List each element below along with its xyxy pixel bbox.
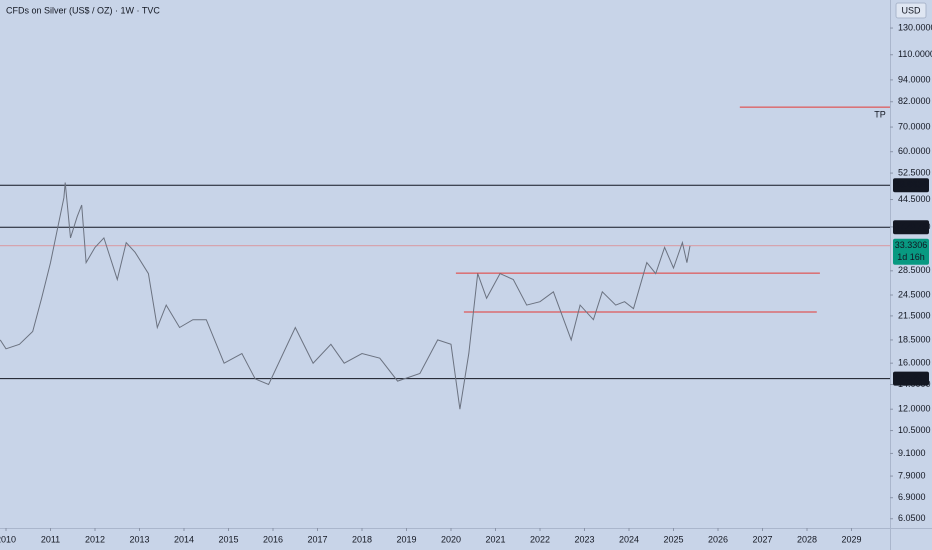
x-tick-label: 2015 <box>218 534 238 544</box>
y-tick-label: 94.0000 <box>898 74 931 84</box>
x-tick-label: 2027 <box>752 534 772 544</box>
x-tick-label: 2017 <box>307 534 327 544</box>
y-tick-label: 12.0000 <box>898 404 931 414</box>
x-tick-label: 2028 <box>797 534 817 544</box>
y-tick-label: 7.9000 <box>898 470 926 480</box>
x-tick-label: 2021 <box>485 534 505 544</box>
level-label-box <box>893 371 929 386</box>
y-tick-label: 28.5000 <box>898 265 931 275</box>
last-price-label: 33.3306 <box>895 240 928 250</box>
level-label: 37.4179 <box>895 222 928 232</box>
level-label: 48.6636 <box>895 180 928 190</box>
x-tick-label: 2019 <box>396 534 416 544</box>
y-tick-label: 130.0000 <box>898 22 932 32</box>
x-tick-label: 2023 <box>574 534 594 544</box>
countdown: 1d 16h <box>897 252 925 262</box>
y-tick-label: 9.1000 <box>898 448 926 458</box>
x-tick-label: 2014 <box>174 534 194 544</box>
y-tick-label: 6.9000 <box>898 492 926 502</box>
y-tick-label: 10.5000 <box>898 425 931 435</box>
y-tick-label: 110.0000 <box>898 49 932 59</box>
level-label: 14.5287 <box>895 373 928 383</box>
y-tick-label: 18.5000 <box>898 334 931 344</box>
x-tick-label: 2012 <box>85 534 105 544</box>
level-label-box <box>893 220 929 235</box>
y-tick-label: 21.5000 <box>898 310 931 320</box>
x-tick-label: 2024 <box>619 534 639 544</box>
x-tick-label: 2013 <box>129 534 149 544</box>
line-label: TP <box>874 109 886 119</box>
x-tick-label: 2022 <box>530 534 550 544</box>
currency[interactable]: USD <box>901 5 921 15</box>
y-tick-label: 16.0000 <box>898 358 931 368</box>
x-tick-label: 2010 <box>0 534 16 544</box>
y-tick-label: 24.5000 <box>898 289 931 299</box>
y-tick-label: 60.0000 <box>898 146 931 156</box>
last-price-box <box>893 238 929 265</box>
x-tick-label: 2025 <box>663 534 683 544</box>
x-tick-label: 2029 <box>841 534 861 544</box>
y-tick-label: 52.5000 <box>898 167 931 177</box>
level-label-box <box>893 178 929 193</box>
x-tick-label: 2026 <box>708 534 728 544</box>
x-tick-label: 2016 <box>263 534 283 544</box>
y-tick-label: 70.0000 <box>898 121 931 131</box>
chart-title: CFDs on Silver (US$ / OZ) · 1W · TVC <box>6 5 160 15</box>
x-tick-label: 2020 <box>441 534 461 544</box>
y-tick-label: 44.5000 <box>898 194 931 204</box>
x-tick-label: 2011 <box>41 534 60 544</box>
price-line <box>0 182 691 410</box>
currency-button[interactable] <box>895 2 927 19</box>
y-tick-label: 82.0000 <box>898 96 931 106</box>
x-tick-label: 2018 <box>352 534 372 544</box>
y-tick-label: 6.0500 <box>898 513 926 523</box>
